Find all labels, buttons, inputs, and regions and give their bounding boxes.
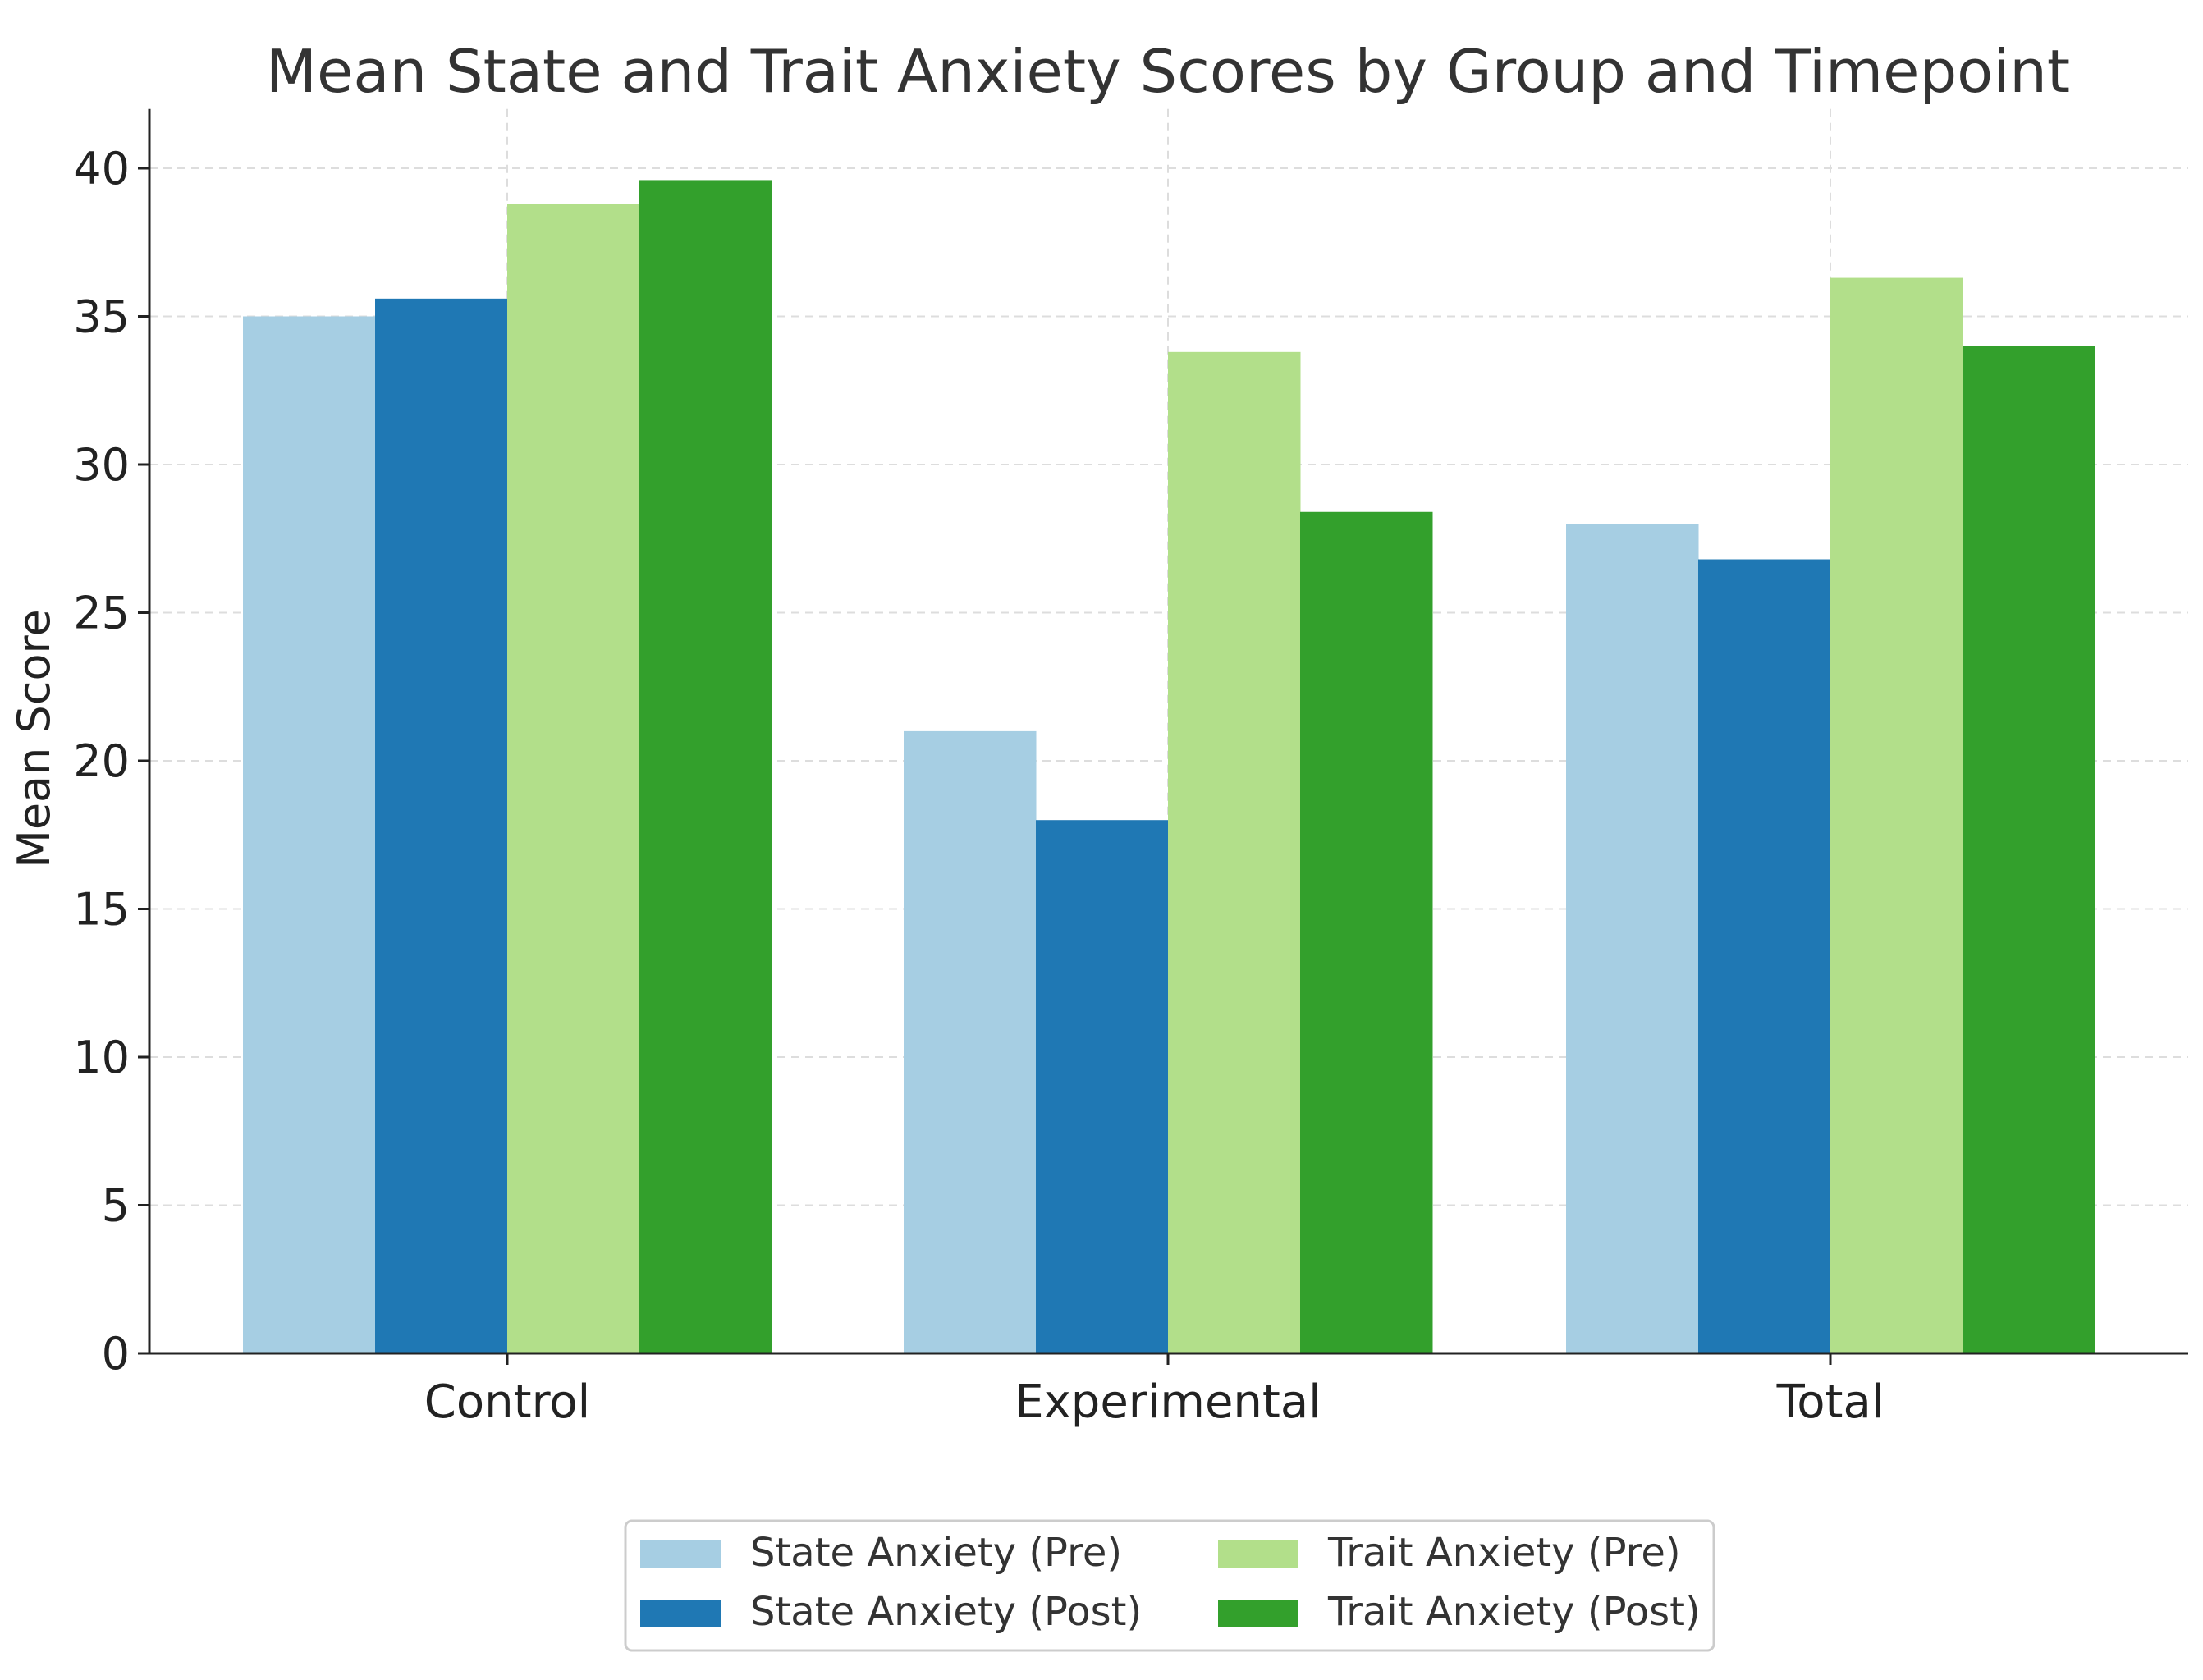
y-tick-label: 25 <box>73 588 130 639</box>
legend: State Anxiety (Pre) State Anxiety (Post) T… <box>624 1519 1715 1652</box>
x-tick-label: Total <box>1776 1376 1885 1429</box>
legend-label: State Anxiety (Pre) <box>750 1530 1122 1576</box>
bar <box>1963 346 2095 1354</box>
y-tick-label: 20 <box>73 735 130 787</box>
y-tick-label: 15 <box>73 884 130 936</box>
legend-swatch <box>1218 1600 1298 1627</box>
legend-label: Trait Anxiety (Post) <box>1327 1589 1701 1635</box>
bar <box>1300 511 1433 1353</box>
legend-frame <box>624 1519 1715 1652</box>
y-tick-label: 35 <box>73 291 130 343</box>
bar <box>1036 820 1169 1353</box>
y-tick-label: 10 <box>73 1032 130 1083</box>
bar <box>1566 524 1699 1353</box>
y-axis-label: Mean Score <box>8 609 60 868</box>
y-tick-label: 40 <box>73 143 130 195</box>
legend-swatch <box>640 1540 721 1568</box>
bar <box>904 730 1037 1353</box>
chart-title: Mean State and Trait Anxiety Scores by G… <box>266 37 2070 106</box>
legend-label: State Anxiety (Post) <box>750 1589 1142 1635</box>
legend-items: State Anxiety (Pre) State Anxiety (Post) T… <box>640 1530 1701 1635</box>
bars-layer <box>243 180 2095 1354</box>
bar <box>1698 559 1831 1353</box>
y-tick-label: 5 <box>102 1180 130 1232</box>
legend-swatch <box>640 1600 721 1627</box>
x-tick-label: Experimental <box>1014 1376 1321 1429</box>
legend-label: Trait Anxiety (Pre) <box>1327 1530 1681 1576</box>
bar <box>507 204 640 1353</box>
bar <box>243 316 376 1353</box>
x-tick-label: Control <box>424 1376 590 1429</box>
bar <box>639 180 772 1354</box>
bar <box>1168 351 1301 1353</box>
bar <box>375 298 508 1354</box>
y-tick-label: 30 <box>73 439 130 491</box>
legend-swatch <box>1218 1540 1298 1568</box>
axes-layer: 0 5 10 15 20 25 30 35 40 Control Experimental Total <box>73 108 2188 1429</box>
bar <box>1830 277 1963 1353</box>
y-tick-label: 0 <box>102 1328 130 1380</box>
